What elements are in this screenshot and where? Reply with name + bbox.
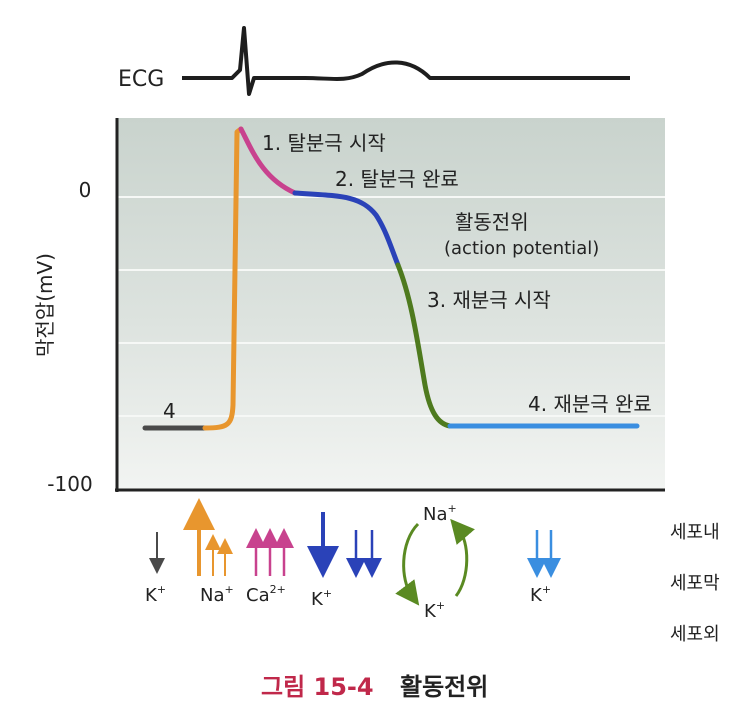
label-extracellular: 세포외 xyxy=(670,624,720,645)
ion-label-k-pump: K+ xyxy=(424,599,445,622)
phase-label-3: 3. 재분극 시작 xyxy=(427,288,551,312)
phase-overshoot-segment xyxy=(238,126,298,196)
label-intracellular: 세포내 xyxy=(670,522,720,543)
label-membrane: 세포막 xyxy=(670,573,720,594)
phase-label-4: 4. 재분극 완료 xyxy=(528,392,652,416)
pump-arrow-out xyxy=(395,522,420,606)
pump-arrow-in xyxy=(450,518,475,597)
ion-label-na: Na+ xyxy=(200,583,234,606)
y-tick-label-minus-100: -100 xyxy=(47,472,92,496)
phase-plateau-segment xyxy=(292,190,401,268)
curve-title-korean: 활동전위 xyxy=(455,210,529,234)
ion-label-na-pump: Na+ xyxy=(423,502,457,525)
ion-label-k-plateau: K+ xyxy=(311,587,332,610)
ecg-waveform xyxy=(182,26,630,96)
curve-title-english: (action potential) xyxy=(444,238,599,259)
y-tick-label-zero: 0 xyxy=(79,178,92,202)
phase-repolarization-segment xyxy=(395,262,453,429)
phase-label-2: 2. 탈분극 완료 xyxy=(335,167,459,191)
ecg-label: ECG xyxy=(118,67,164,92)
ion-label-k: K+ xyxy=(145,583,166,606)
action-potential-curve xyxy=(142,126,640,431)
ion-label-ca: Ca2+ xyxy=(246,583,286,606)
phase-label-1: 1. 탈분극 시작 xyxy=(262,131,386,155)
ion-arrows xyxy=(149,498,561,606)
ecg-trace: ECG xyxy=(118,26,630,96)
figure-number: 그림 15-4 xyxy=(261,673,374,701)
figure-title: 활동전위 xyxy=(400,673,488,701)
phase-depolarization-segment xyxy=(202,126,244,431)
ion-label-k-final: K+ xyxy=(530,583,551,606)
resting-phase-label: 4 xyxy=(163,399,176,423)
y-axis-title: 막전압(mV) xyxy=(33,253,57,357)
